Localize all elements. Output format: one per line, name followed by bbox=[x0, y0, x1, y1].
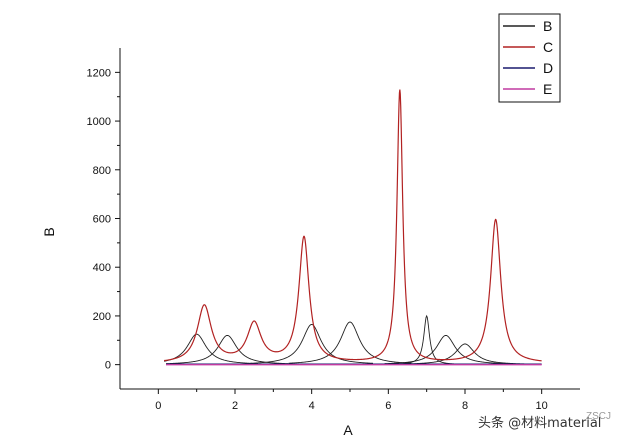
series-b-peak bbox=[288, 321, 412, 364]
legend-box bbox=[498, 13, 561, 103]
series-b-peak bbox=[163, 333, 259, 365]
series-b-peak bbox=[250, 323, 374, 364]
y-tick-label: 200 bbox=[93, 311, 111, 323]
x-axis-title: A bbox=[343, 422, 353, 438]
x-tick-label: 6 bbox=[385, 400, 391, 412]
y-tick-label: 1200 bbox=[87, 67, 111, 79]
y-tick-label: 800 bbox=[93, 165, 111, 177]
series-c-line bbox=[164, 89, 542, 362]
x-tick-label: 2 bbox=[232, 400, 238, 412]
x-tick-label: 4 bbox=[309, 400, 315, 412]
y-tick-label: 600 bbox=[93, 214, 111, 226]
legend-label-d: D bbox=[543, 60, 553, 76]
legend-label-e: E bbox=[543, 81, 552, 97]
legend-label-b: B bbox=[543, 18, 552, 34]
legend-label-c: C bbox=[543, 39, 553, 55]
x-tick-label: 10 bbox=[536, 400, 548, 412]
x-tick-label: 8 bbox=[462, 400, 468, 412]
x-axis: 0 2 4 6 8 10 bbox=[155, 389, 548, 412]
y-axis-title: B bbox=[41, 227, 57, 236]
y-tick-label: 0 bbox=[105, 360, 111, 372]
x-tick-label: 0 bbox=[155, 400, 161, 412]
y-tick-label: 1000 bbox=[87, 116, 111, 128]
y-tick-label: 400 bbox=[93, 262, 111, 274]
series-b-peak bbox=[165, 334, 289, 365]
watermark: 头条 @材料material bbox=[478, 416, 602, 431]
series-b-peak bbox=[403, 343, 527, 365]
y-axis: 0 200 400 600 800 1000 1200 bbox=[87, 67, 120, 372]
series-layer bbox=[163, 89, 542, 366]
series-b-peak bbox=[384, 334, 508, 365]
watermark-extra: ZSCJ bbox=[586, 411, 611, 422]
